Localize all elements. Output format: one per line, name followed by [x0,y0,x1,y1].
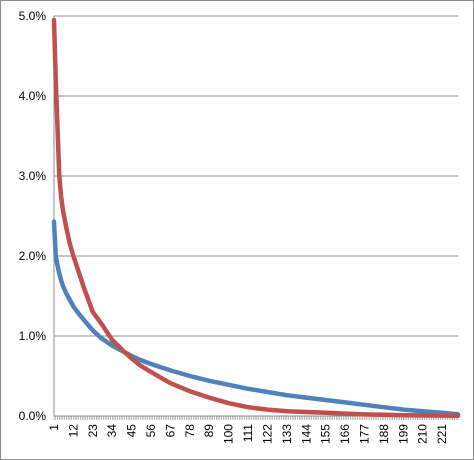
x-tick-label: 166 [338,424,352,444]
x-tick-label: 78 [183,424,197,438]
x-tick-label: 210 [416,424,430,444]
x-tick-label: 111 [241,424,255,443]
x-tick-label: 188 [377,424,391,444]
x-tick-label: 122 [260,424,274,444]
x-tick-label: 199 [396,424,410,444]
series-line-1 [51,17,461,419]
y-tick-label: 3.0% [19,169,47,183]
x-tick-label: 89 [202,424,216,438]
y-tick-label: 5.0% [19,9,47,23]
x-tick-label: 56 [144,424,158,438]
x-tick-label: 34 [105,424,119,438]
x-tick-label: 177 [357,424,371,444]
y-tick-label: 2.0% [19,249,47,263]
x-tick-label: 100 [222,424,236,444]
x-tick-label: 12 [66,424,80,438]
y-tick-label: 4.0% [19,89,47,103]
x-tick-label: 1 [47,424,61,431]
x-tick-label: 155 [319,424,333,444]
x-tick-label: 144 [299,424,313,444]
x-tick-label: 23 [86,424,100,438]
y-tick-label: 1.0% [19,329,47,343]
x-tick-label: 67 [163,424,177,438]
series-line-0 [51,219,461,417]
x-tick-label: 45 [125,424,139,438]
x-tick-label: 221 [435,424,449,444]
y-tick-label: 0.0% [19,409,47,423]
x-tick-label: 133 [280,424,294,444]
